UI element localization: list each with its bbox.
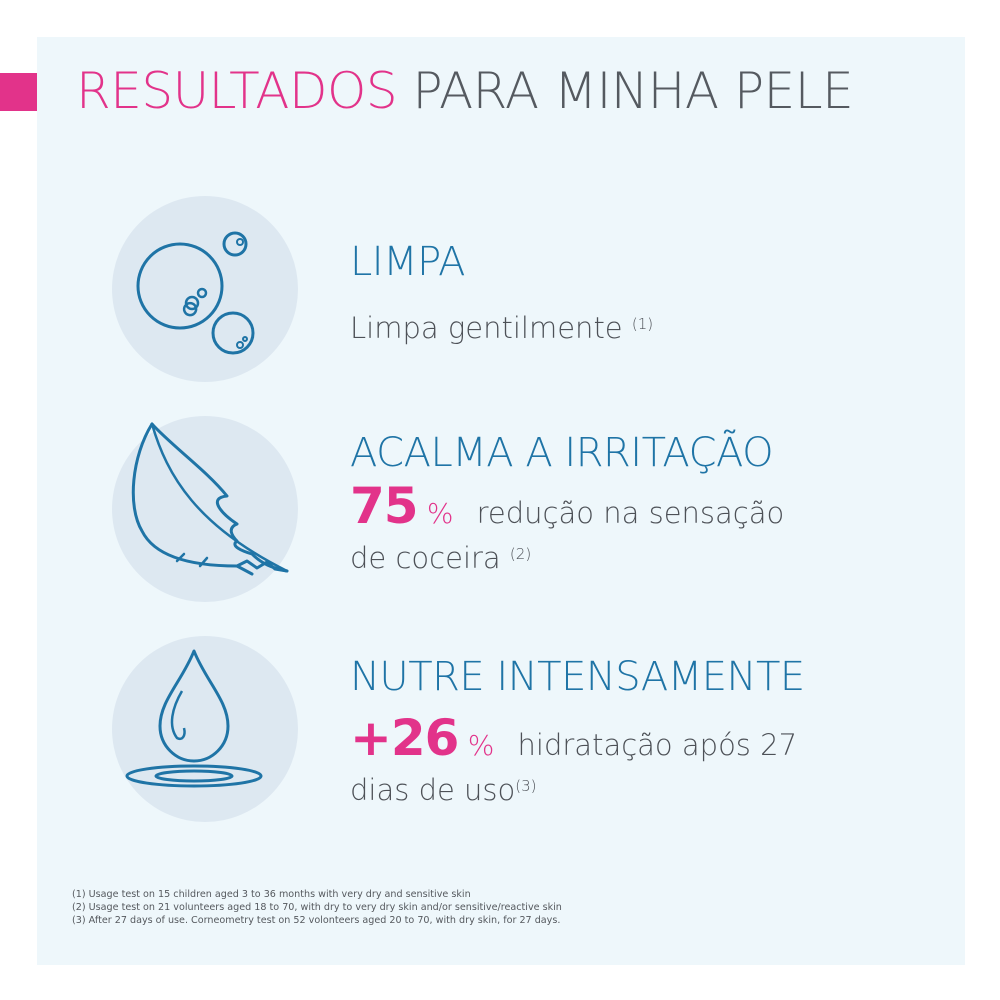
benefit-text-nourish: +26 % hidratação após 27 dias de uso(3) <box>350 713 798 812</box>
title-highlight: RESULTADOS <box>76 62 398 120</box>
feather-icon <box>131 422 289 576</box>
water-drop-icon <box>125 649 263 788</box>
benefit-heading-nourish: NUTRE INTENSAMENTE <box>350 654 805 700</box>
stat-value: 75 <box>350 477 419 535</box>
stat-unit: % <box>467 729 495 762</box>
benefit-text-cleanse: Limpa gentilmente (1) <box>350 306 653 350</box>
accent-bar <box>0 73 37 111</box>
stat-value: +26 <box>350 709 459 767</box>
benefit-description-line1: hidratação após 27 <box>517 728 798 762</box>
page-title: RESULTADOS PARA MINHA PELE <box>76 66 854 116</box>
footnote-1: (1) Usage test on 15 children aged 3 to … <box>72 889 471 900</box>
benefit-description-line2: dias de uso <box>350 773 516 807</box>
footnote-ref: (1) <box>631 315 654 333</box>
footnote-ref: (3) <box>515 777 537 795</box>
benefit-heading-soothe: ACALMA A IRRITAÇÃO <box>350 430 774 476</box>
benefit-text-soothe: 75 % redução na sensação de coceira (2) <box>350 481 785 580</box>
title-rest: PARA MINHA PELE <box>412 62 854 120</box>
stat-unit: % <box>426 497 454 530</box>
benefit-heading-cleanse: LIMPA <box>350 239 466 285</box>
benefit-description-line1: redução na sensação <box>476 496 785 530</box>
icon-circle-soothe <box>112 416 298 602</box>
bubbles-icon <box>136 231 255 355</box>
footnotes: (1) Usage test on 15 children aged 3 to … <box>72 888 562 927</box>
benefit-description: Limpa gentilmente <box>350 311 623 345</box>
benefit-description-line2: de coceira <box>350 541 501 575</box>
footnote-2: (2) Usage test on 21 volunteers aged 18 … <box>72 902 562 913</box>
footnote-ref: (2) <box>509 545 532 563</box>
icon-circle-nourish <box>112 636 298 822</box>
footnote-3: (3) After 27 days of use. Corneometry te… <box>72 915 561 926</box>
